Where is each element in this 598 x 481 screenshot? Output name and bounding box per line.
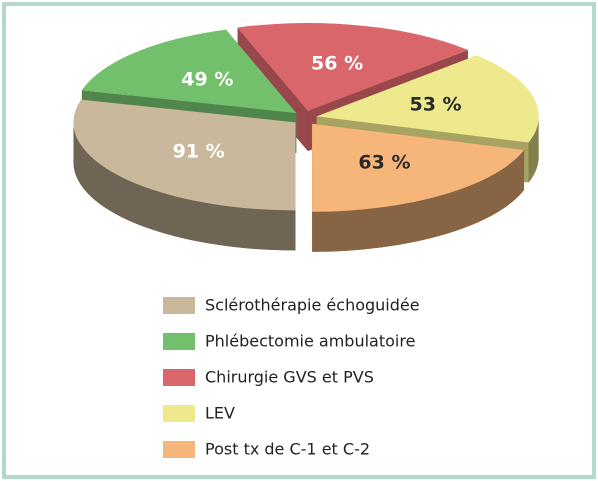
value-label: 53 %: [409, 94, 461, 116]
legend-swatch: [163, 333, 195, 350]
value-label: 91 %: [173, 140, 225, 162]
pie-slice: [312, 123, 525, 252]
slice-top: [73, 99, 296, 211]
legend-label: Chirurgie GVS et PVS: [205, 368, 374, 387]
pie-slice: [73, 99, 296, 251]
legend-swatch: [163, 405, 195, 422]
legend-label: Post tx de C-1 et C-2: [205, 440, 370, 459]
slice-side: [312, 149, 525, 252]
legend-label: Sclérothérapie échoguidée: [205, 296, 420, 315]
legend-swatch: [163, 441, 195, 458]
slice-side: [528, 116, 539, 183]
legend-label: Phlébectomie ambulatoire: [205, 332, 415, 351]
slice-top: [316, 55, 539, 143]
slice-top: [237, 23, 468, 112]
legend-swatch: [163, 297, 195, 314]
slice-side: [73, 122, 296, 251]
slice-top: [312, 123, 525, 212]
value-label: 56 %: [311, 53, 363, 75]
slice-top: [81, 29, 297, 114]
value-label: 63 %: [358, 151, 410, 173]
value-label: 49 %: [181, 68, 233, 90]
legend-swatch: [163, 369, 195, 386]
legend-label: LEV: [205, 404, 235, 423]
